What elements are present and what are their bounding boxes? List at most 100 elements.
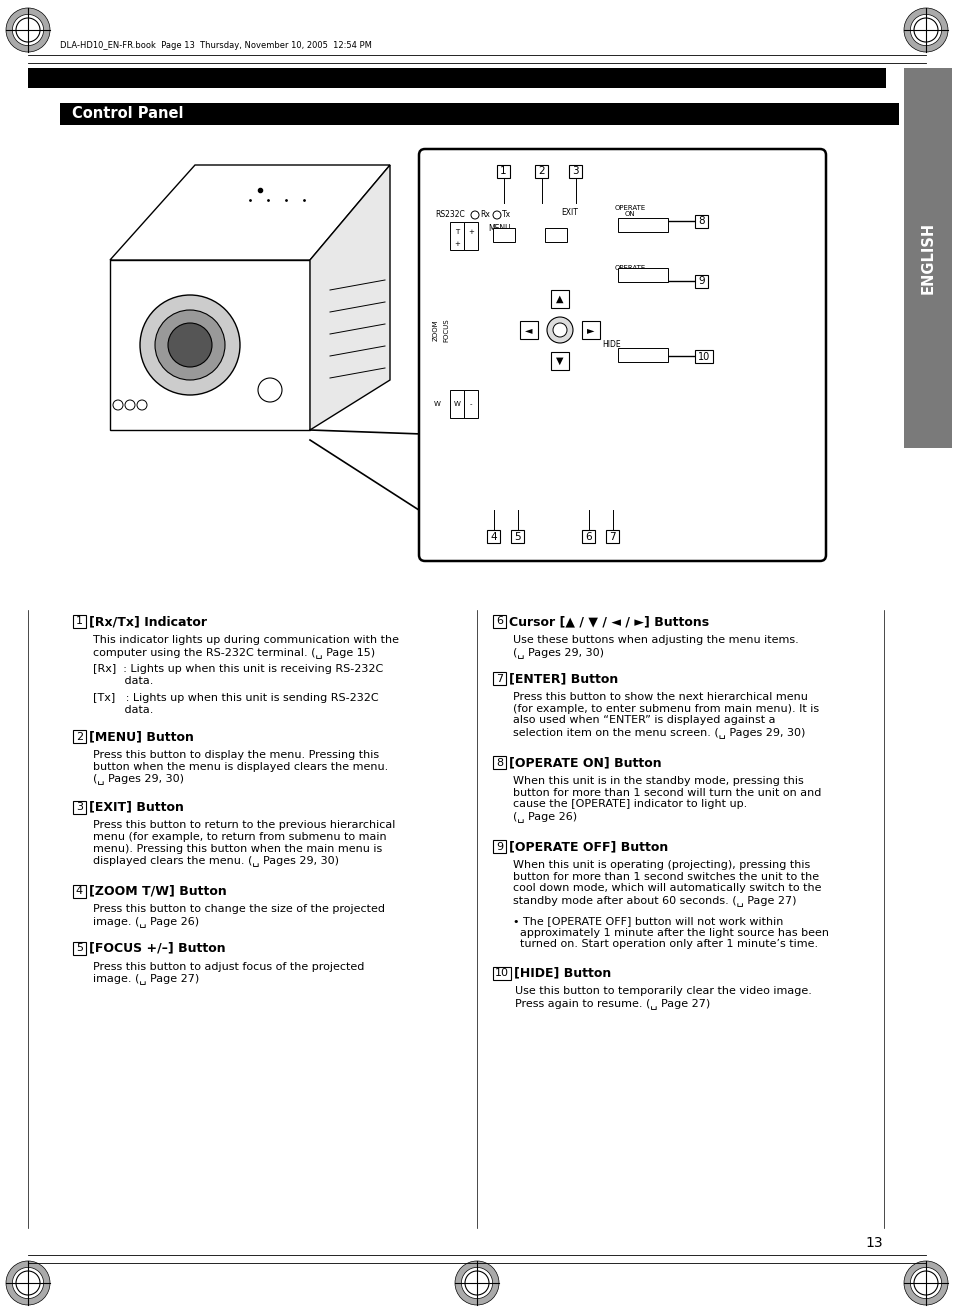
Bar [551, 352, 568, 370]
Text: OPERATE
OFF: OPERATE OFF [614, 265, 645, 277]
Text: ▲: ▲ [556, 294, 563, 305]
Bar [486, 530, 499, 544]
Text: [EXIT] Button: [EXIT] Button [89, 801, 184, 814]
Text: Press this button to adjust focus of the projected
image. (␣ Page 27): Press this button to adjust focus of the… [92, 961, 364, 983]
Text: MENU: MENU [488, 225, 511, 232]
Circle shape [12, 1267, 44, 1299]
Bar [60, 102, 898, 125]
Text: Tx: Tx [501, 210, 511, 219]
Bar [581, 320, 599, 339]
Bar [551, 290, 568, 309]
Bar [463, 390, 477, 418]
Bar [618, 348, 667, 362]
Text: 2: 2 [76, 731, 83, 742]
Polygon shape [110, 165, 390, 260]
Bar [605, 530, 618, 544]
Text: 6: 6 [584, 532, 591, 541]
Circle shape [461, 1267, 492, 1299]
Text: [Rx]  : Lights up when this unit is receiving RS-232C
         data.: [Rx] : Lights up when this unit is recei… [92, 664, 383, 685]
Text: 13: 13 [864, 1236, 882, 1250]
Text: 8: 8 [496, 758, 502, 768]
Text: Press this button to show the next hierarchical menu
(for example, to enter subm: Press this button to show the next hiera… [513, 692, 819, 738]
Bar [450, 222, 463, 249]
Text: [HIDE] Button: [HIDE] Button [514, 966, 611, 979]
Text: [OPERATE OFF] Button: [OPERATE OFF] Button [509, 840, 667, 853]
Text: W: W [433, 400, 440, 407]
Bar [618, 268, 667, 282]
Bar [544, 228, 566, 242]
Bar [73, 885, 86, 898]
Circle shape [137, 400, 147, 410]
Bar [695, 274, 707, 288]
Text: OPERATE
ON: OPERATE ON [614, 205, 645, 218]
Circle shape [112, 400, 123, 410]
Text: ENGLISH: ENGLISH [920, 222, 935, 294]
Text: ZOOM: ZOOM [433, 319, 438, 341]
Bar [73, 730, 86, 743]
Text: 5: 5 [76, 943, 83, 953]
Circle shape [903, 1260, 947, 1305]
Text: 6: 6 [496, 617, 502, 626]
Text: Cursor [▲ / ▼ / ◄ / ►] Buttons: Cursor [▲ / ▼ / ◄ / ►] Buttons [509, 614, 708, 628]
Text: ◄: ◄ [525, 326, 532, 335]
Circle shape [154, 310, 225, 379]
Text: 4: 4 [76, 886, 83, 895]
Text: • The [OPERATE OFF] button will not work within
  approximately 1 minute after t: • The [OPERATE OFF] button will not work… [513, 916, 828, 949]
Polygon shape [310, 165, 390, 429]
Bar [28, 68, 885, 88]
Circle shape [12, 14, 44, 46]
Text: -: - [469, 400, 472, 407]
Circle shape [546, 316, 573, 343]
Text: [ZOOM T/W] Button: [ZOOM T/W] Button [89, 885, 227, 898]
Circle shape [125, 400, 135, 410]
Text: 7: 7 [496, 674, 502, 684]
Text: FOCUS: FOCUS [442, 318, 449, 341]
Text: [ENTER] Button: [ENTER] Button [509, 672, 618, 685]
Circle shape [6, 8, 50, 53]
Polygon shape [110, 260, 310, 429]
Text: DLA-HD10_EN-FR.book  Page 13  Thursday, November 10, 2005  12:54 PM: DLA-HD10_EN-FR.book Page 13 Thursday, No… [60, 42, 372, 50]
Text: +: + [468, 228, 474, 235]
Text: [FOCUS +/–] Button: [FOCUS +/–] Button [89, 941, 226, 955]
Circle shape [140, 295, 240, 395]
Bar [581, 530, 595, 544]
Bar [535, 165, 547, 179]
Bar [695, 215, 707, 228]
Text: When this unit is operating (projecting), pressing this
button for more than 1 s: When this unit is operating (projecting)… [513, 860, 821, 906]
Bar [73, 941, 86, 955]
Text: Press this button to change the size of the projected
image. (␣ Page 26): Press this button to change the size of … [92, 905, 385, 927]
Text: 10: 10 [495, 968, 509, 978]
Text: 9: 9 [496, 842, 502, 852]
Text: 10: 10 [698, 352, 709, 361]
Bar [493, 966, 511, 979]
Bar [73, 614, 86, 628]
Text: [MENU] Button: [MENU] Button [89, 730, 193, 743]
Bar [511, 530, 523, 544]
Circle shape [455, 1260, 498, 1305]
Text: 2: 2 [537, 167, 544, 176]
Text: This indicator lights up during communication with the
computer using the RS-232: This indicator lights up during communic… [92, 635, 398, 658]
Text: ►: ► [587, 326, 594, 335]
Bar [493, 756, 505, 769]
Text: EXIT: EXIT [561, 207, 578, 217]
Circle shape [909, 14, 941, 46]
Bar [695, 351, 712, 362]
Text: 3: 3 [76, 802, 83, 811]
Circle shape [909, 1267, 941, 1299]
Text: 1: 1 [499, 167, 506, 176]
Text: 4: 4 [490, 532, 497, 541]
Bar [493, 840, 505, 853]
Text: RS232C: RS232C [435, 210, 464, 219]
Text: 7: 7 [609, 532, 616, 541]
Bar [497, 165, 510, 179]
Circle shape [903, 8, 947, 53]
Bar [903, 68, 951, 448]
Bar [493, 672, 505, 685]
Bar [450, 390, 463, 418]
Bar [519, 320, 537, 339]
Text: 9: 9 [698, 277, 704, 286]
Bar [618, 218, 667, 232]
Text: 8: 8 [698, 217, 704, 227]
Text: [Rx/Tx] Indicator: [Rx/Tx] Indicator [89, 614, 207, 628]
Text: ▼: ▼ [556, 356, 563, 366]
